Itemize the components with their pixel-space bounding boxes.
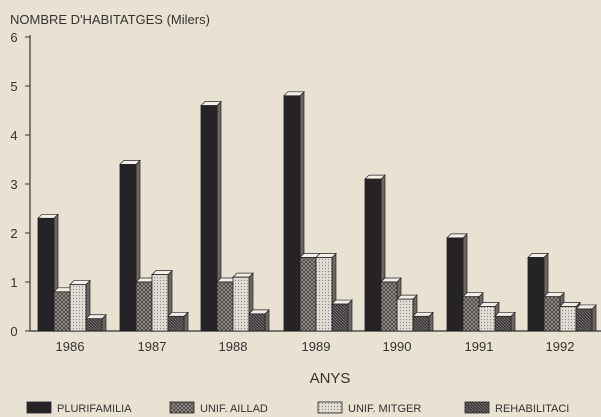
y-tick-label: 0	[10, 324, 17, 339]
x-axis: 1986 1987 1988 1989 1990 1991 1992	[30, 330, 601, 354]
bar-front	[69, 284, 87, 332]
bar-front	[331, 303, 349, 332]
bar-top	[396, 294, 418, 300]
bar	[248, 309, 270, 332]
bar-top	[462, 292, 484, 298]
bar-top	[412, 311, 434, 317]
bar-top	[446, 233, 468, 239]
bar-top	[527, 253, 549, 258]
legend-swatch	[26, 401, 52, 414]
y-tick-label: 1	[10, 275, 17, 290]
bar-top	[543, 292, 565, 298]
bar-front	[53, 291, 71, 332]
bar-top	[69, 280, 91, 285]
bar-top	[119, 160, 141, 165]
y-tick-label: 4	[10, 128, 17, 143]
bar	[575, 304, 597, 332]
bar-top	[37, 213, 59, 219]
bar-front	[283, 95, 301, 332]
legend-label: REHABILITACI	[495, 403, 569, 415]
y-tick-label: 3	[10, 177, 17, 192]
bar	[494, 311, 516, 332]
y-tick-label: 5	[10, 79, 17, 94]
x-tick-label: 1987	[138, 339, 167, 354]
x-tick-label: 1988	[219, 339, 248, 354]
y-tick-label: 2	[10, 226, 17, 241]
y-axis: 0 1 2 3 4 5 6	[10, 30, 31, 339]
bar-front	[248, 313, 266, 332]
bar-side	[347, 299, 353, 332]
x-tick-label: 1992	[546, 339, 575, 354]
bar	[85, 313, 107, 332]
bar-top	[283, 91, 305, 97]
bar-front	[575, 308, 593, 332]
x-tick-label: 1991	[465, 339, 494, 354]
bar	[200, 100, 222, 332]
bar-top	[315, 253, 337, 258]
bar-front	[200, 105, 218, 332]
bar-top	[478, 302, 500, 307]
bar-front	[315, 257, 333, 332]
x-tick-label: 1986	[56, 339, 85, 354]
bar-top	[167, 311, 189, 317]
legend-swatch	[169, 401, 195, 414]
bar-top	[494, 311, 516, 317]
bar-front	[527, 257, 545, 332]
bar-front	[543, 296, 561, 332]
y-tick-label: 6	[10, 30, 17, 45]
bar-top	[559, 302, 581, 307]
bar	[151, 269, 173, 332]
bar-front	[478, 306, 496, 332]
bar-top	[575, 304, 597, 310]
bar-top	[364, 174, 386, 180]
x-tick-label: 1989	[302, 339, 331, 354]
bar	[331, 299, 353, 332]
legend-swatch	[464, 401, 490, 414]
bar-top	[85, 314, 107, 320]
chart-title: NOMBRE D'HABITATGES (Milers)	[10, 12, 210, 27]
bar-top	[248, 309, 270, 315]
bar-front	[364, 178, 382, 332]
bars-group	[37, 90, 597, 332]
bar-front	[380, 281, 398, 332]
bar-front	[167, 315, 185, 332]
bar-front	[151, 274, 169, 332]
bar-front	[85, 318, 103, 332]
legend-label: UNIF. MITGER	[348, 403, 421, 415]
legend-swatch	[317, 401, 343, 414]
bar-top	[200, 101, 222, 106]
bar-top	[331, 299, 353, 305]
legend-label: UNIF. AILLAD	[200, 403, 268, 415]
bar-front	[412, 315, 430, 332]
bar-front	[119, 163, 137, 332]
bar	[396, 294, 418, 332]
bar-front	[462, 296, 480, 332]
bar-front	[135, 281, 153, 332]
bar-side	[591, 304, 597, 332]
x-axis-label: ANYS	[310, 370, 351, 387]
bar-front	[396, 298, 414, 332]
bar-front	[494, 315, 512, 332]
x-tick-label: 1990	[383, 339, 412, 354]
bar-top	[380, 277, 402, 283]
bar	[167, 311, 189, 332]
legend-label: PLURIFAMILIA	[57, 403, 132, 415]
bar-top	[232, 272, 254, 278]
bar-front	[559, 306, 577, 332]
bar-front	[446, 237, 464, 332]
bar-top	[151, 270, 173, 275]
bar	[412, 311, 434, 332]
legend: PLURIFAMILIA UNIF. AILLAD UNIF. MITGER REHA…	[26, 401, 569, 415]
bar-front	[232, 276, 250, 332]
bar-front	[37, 217, 55, 332]
bar-front	[216, 281, 234, 332]
bar-front	[299, 257, 317, 332]
